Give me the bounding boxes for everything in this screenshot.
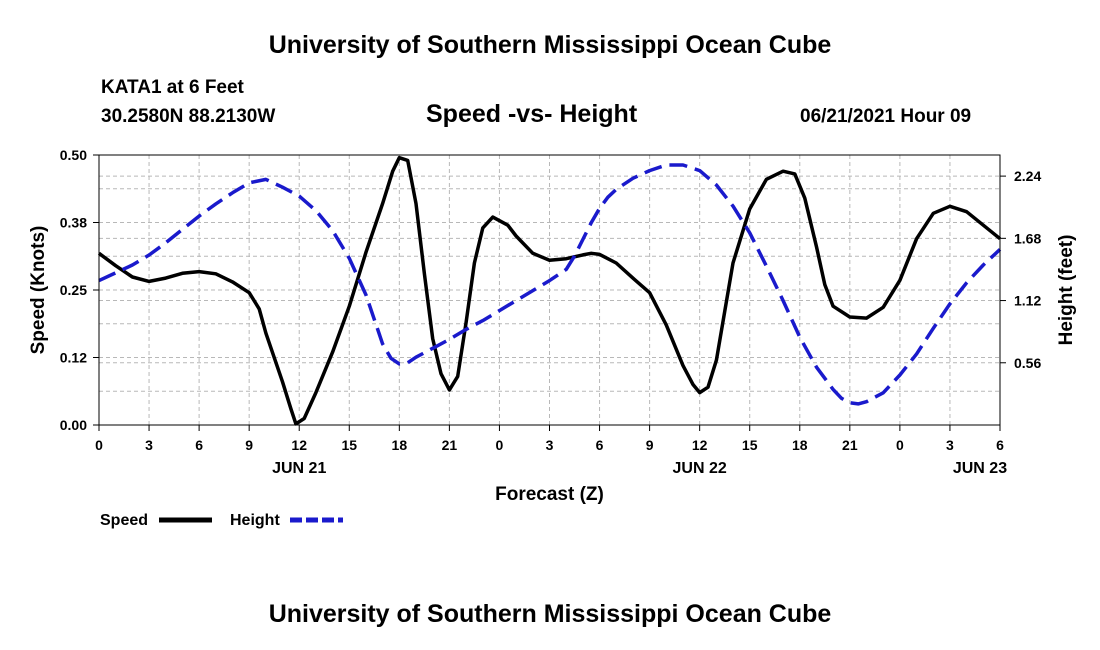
y2-axis-label: Height (feet) [1056,235,1077,346]
y-tick-label: 0.50 [60,147,87,163]
y-tick-label: 0.12 [60,350,87,366]
x-date-label: JUN 21 [272,460,326,477]
x-tick-label: 0 [95,437,103,453]
x-tick-label: 9 [245,437,253,453]
x-tick-label: 15 [341,437,357,453]
x-tick-label: 21 [442,437,458,453]
y-tick-label: 0.25 [60,282,87,298]
x-tick-label: 12 [291,437,307,453]
y2-tick-label: 0.56 [1014,355,1041,371]
x-tick-label: 0 [896,437,904,453]
x-axis-label: Forecast (Z) [495,484,604,505]
y-tick-label: 0.00 [60,417,87,433]
x-tick-label: 3 [546,437,554,453]
x-tick-label: 18 [392,437,408,453]
page-title: University of Southern Mississippi Ocean… [268,31,832,59]
x-tick-label: 12 [692,437,708,453]
x-tick-label: 21 [842,437,858,453]
x-tick-label: 18 [792,437,808,453]
legend-label-height: Height [230,512,280,529]
x-date-label: JUN 22 [673,460,727,477]
forecast-datetime: 06/21/2021 Hour 09 [800,106,972,127]
height-series-line [98,163,1002,406]
x-tick-label: 9 [646,437,654,453]
x-tick-label: 6 [195,437,203,453]
chart-subtitle: Speed -vs- Height [426,100,638,128]
x-tick-label: 6 [996,437,1004,453]
x-date-label: JUN 23 [953,460,1007,477]
x-tick-label: 3 [946,437,954,453]
station-label: KATA1 at 6 Feet [101,77,244,98]
x-tick-label: 3 [145,437,153,453]
station-coordinates: 30.2580N 88.2130W [101,106,276,127]
legend-label-speed: Speed [100,512,148,529]
footer-title: University of Southern Mississippi Ocean… [268,600,832,628]
speed-series-line [97,155,1002,426]
y-tick-label: 0.38 [60,215,87,231]
y2-tick-label: 2.24 [1014,168,1041,184]
x-tick-label: 15 [742,437,758,453]
y2-tick-label: 1.12 [1014,293,1041,309]
y-axis-label: Speed (Knots) [28,226,49,355]
x-tick-label: 6 [596,437,604,453]
x-tick-label: 0 [496,437,504,453]
y2-tick-label: 1.68 [1014,230,1041,246]
